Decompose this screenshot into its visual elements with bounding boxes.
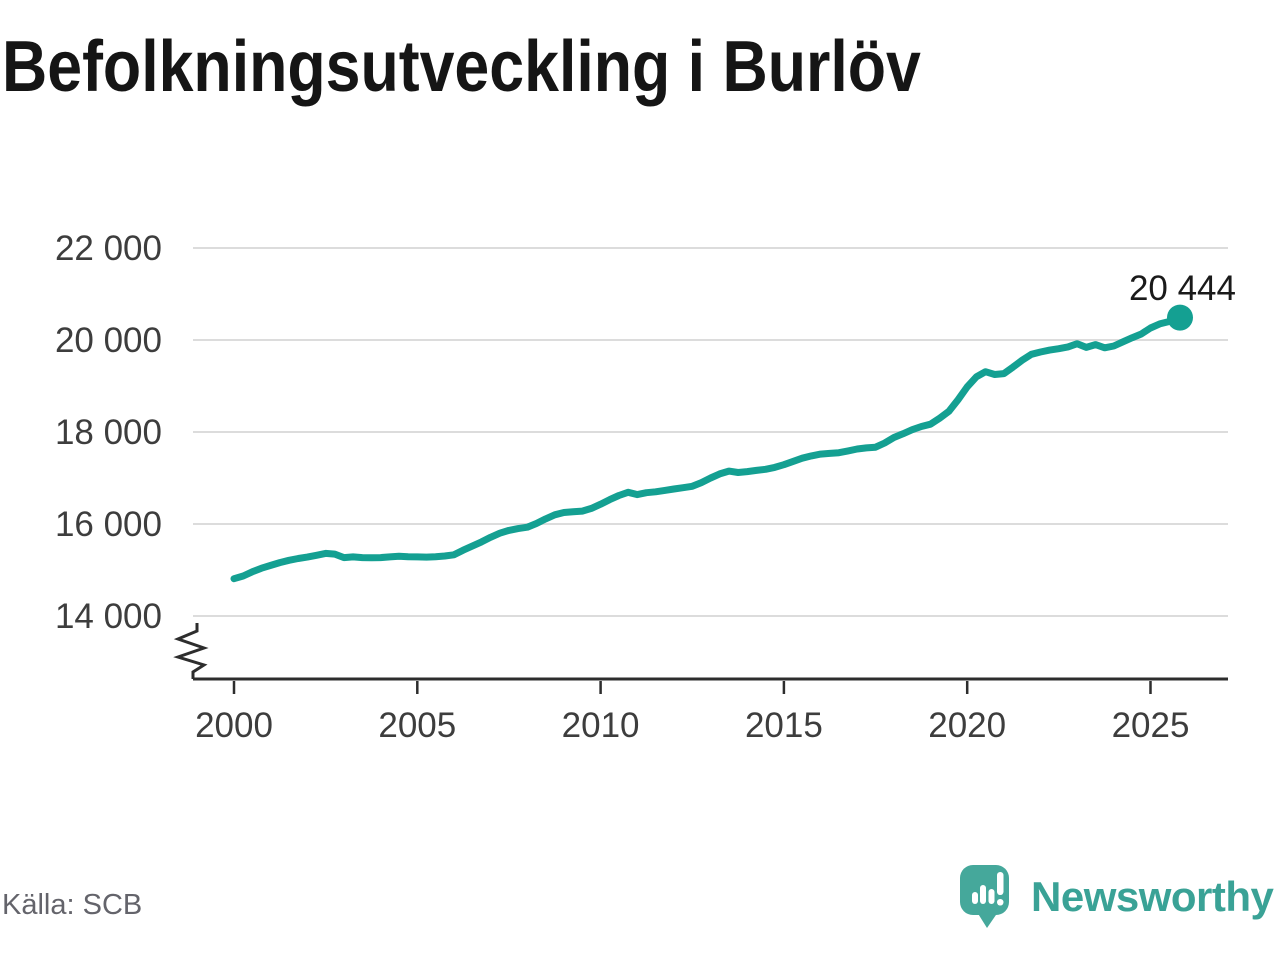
source-caption: Källa: SCB (2, 889, 143, 921)
y-tick-label-14000: 14 000 (55, 597, 162, 636)
population-line (230, 316, 1182, 583)
y-axis-break-icon (173, 623, 209, 679)
x-tick-label-2020: 2020 (928, 706, 1006, 745)
x-axis-ticks (232, 681, 1152, 694)
y-tick-label-18000: 18 000 (55, 413, 162, 452)
gridlines (193, 247, 1228, 617)
x-tick-label-2010: 2010 (562, 706, 640, 745)
y-tick-label-20000: 20 000 (55, 321, 162, 360)
latest-value-marker (1166, 304, 1193, 331)
x-tick-label-2000: 2000 (195, 706, 273, 745)
latest-value-label: 20 444 (1129, 269, 1236, 308)
y-tick-label-16000: 16 000 (55, 505, 162, 544)
x-axis-labels: 2000 2005 2010 2015 2020 2025 (195, 706, 1189, 745)
chart-title: Befolkningsutveckling i Burlöv (2, 27, 921, 107)
y-axis-labels: 22 000 20 000 18 000 16 000 14 000 (55, 229, 162, 636)
population-series (230, 304, 1193, 583)
x-tick-label-2015: 2015 (745, 706, 823, 745)
x-tick-label-2025: 2025 (1112, 706, 1190, 745)
y-tick-label-22000: 22 000 (55, 229, 162, 268)
x-tick-label-2005: 2005 (378, 706, 456, 745)
